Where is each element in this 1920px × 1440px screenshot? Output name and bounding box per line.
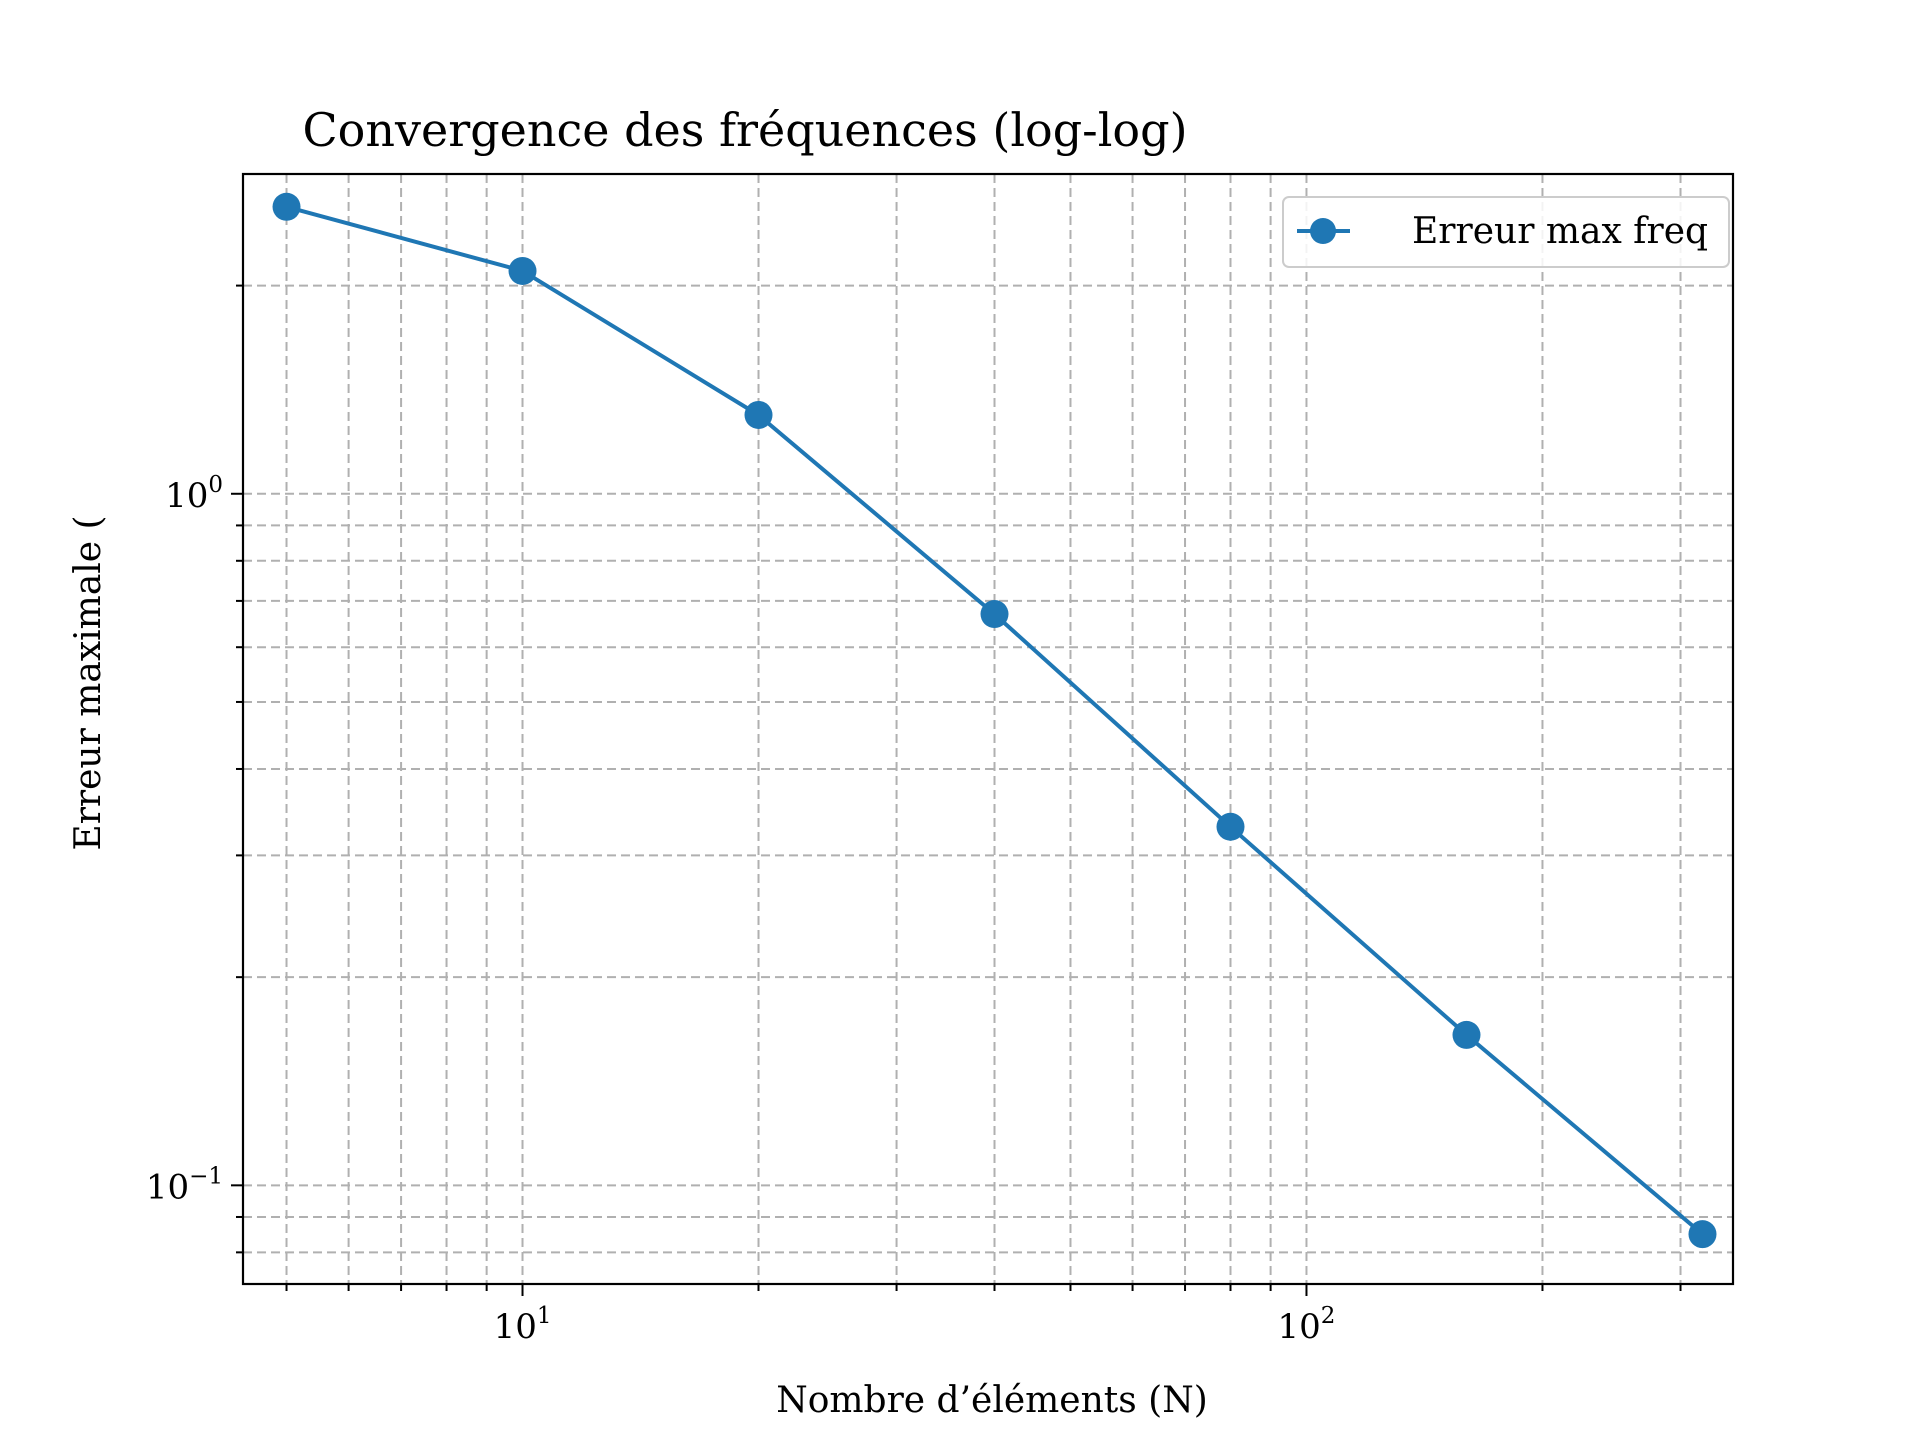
y-axis-label: Erreur maximale (	[68, 515, 109, 850]
data-point	[508, 256, 537, 285]
legend-marker	[1310, 218, 1336, 244]
data-point	[1452, 1020, 1481, 1049]
ticks: 101 102 100 10−1	[146, 284, 1682, 1347]
data-point	[1216, 812, 1245, 841]
data-point	[272, 192, 301, 221]
data-point	[1688, 1220, 1717, 1249]
data-point	[980, 600, 1009, 629]
chart-title: Convergence des fréquences (log-log)	[302, 103, 1187, 157]
x-axis-label: Nombre d’éléments (N)	[776, 1380, 1208, 1421]
series-layer	[272, 192, 1717, 1249]
y-tick-label: 100	[165, 472, 223, 516]
legend-box	[1282, 196, 1730, 268]
legend-label: Erreur max freq	[1412, 211, 1708, 252]
legend: Erreur max freq	[1282, 196, 1730, 268]
plot-frame	[241, 172, 1735, 1286]
y-tick-label: 10−1	[146, 1163, 223, 1207]
grid	[243, 174, 1733, 1284]
x-tick-label: 102	[1278, 1303, 1336, 1347]
x-tick-label: 101	[494, 1303, 552, 1347]
data-point	[744, 400, 773, 429]
